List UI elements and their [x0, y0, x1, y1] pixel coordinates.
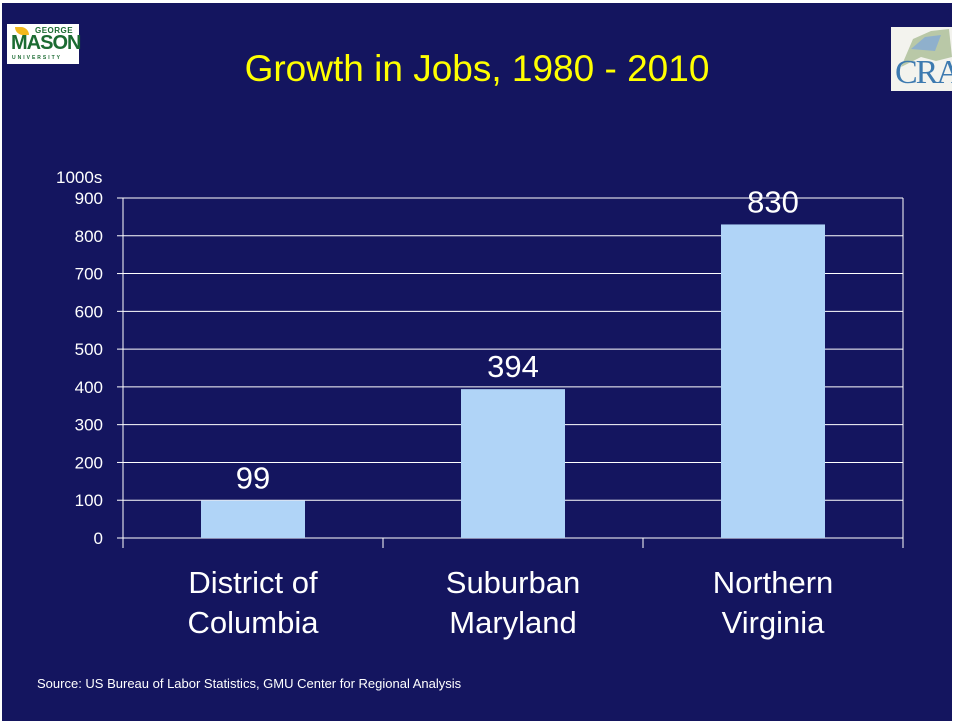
bar: [201, 500, 305, 538]
george-mason-university-logo: GEORGE MASON UNIVERSITY: [7, 24, 81, 64]
slide-title: Growth in Jobs, 1980 - 2010: [244, 48, 710, 89]
category-label: Northern Virginia: [668, 563, 878, 643]
leaf-icon: [15, 27, 29, 35]
bar: [721, 224, 825, 538]
map-icon: [901, 29, 952, 67]
y-tick-label: 0: [94, 529, 103, 548]
category-label-line: Virginia: [721, 605, 825, 640]
cra-logo: CRA: [891, 27, 952, 91]
logo-line-2: MASON: [11, 32, 81, 54]
y-tick-label: 800: [75, 227, 103, 246]
y-tick-label: 900: [75, 189, 103, 208]
category-label-line: Columbia: [187, 605, 319, 640]
y-tick-label: 100: [75, 491, 103, 510]
category-label-line: Northern: [712, 565, 834, 600]
y-tick-label: 500: [75, 340, 103, 359]
data-label: 830: [747, 184, 799, 219]
unit-label: 1000s: [56, 168, 102, 187]
logo-line-3: UNIVERSITY: [12, 55, 63, 61]
category-label: District of Columbia: [148, 563, 358, 643]
category-label-line: District of: [188, 565, 318, 600]
y-tick-label: 200: [75, 453, 103, 472]
y-tick-label: 700: [75, 265, 103, 284]
y-tick-label: 600: [75, 302, 103, 321]
cra-logo-text: CRA: [895, 54, 952, 91]
y-tick-label: 300: [75, 416, 103, 435]
y-tick-label: 400: [75, 378, 103, 397]
data-label: 394: [487, 349, 539, 384]
category-label: Suburban Maryland: [408, 563, 618, 643]
category-label-line: Maryland: [449, 605, 577, 640]
logo-line-1: GEORGE: [35, 26, 74, 35]
category-label-line: Suburban: [445, 565, 581, 600]
source-note: Source: US Bureau of Labor Statistics, G…: [37, 676, 462, 691]
data-label: 99: [236, 461, 270, 496]
bar: [461, 389, 565, 538]
